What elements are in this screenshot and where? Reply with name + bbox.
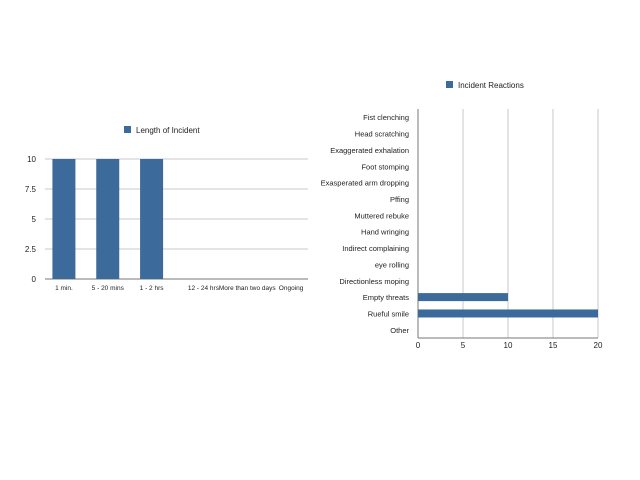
left-y-tick-label: 7.5 — [25, 185, 37, 194]
right-x-tick-label: 5 — [461, 341, 466, 350]
incident-reactions-chart: Incident Reactions Fist clenching Head sc… — [321, 81, 603, 350]
right-y-tick-label: Fist clenching — [363, 113, 409, 122]
left-y-tick-label: 10 — [27, 155, 36, 164]
right-y-tick-label: Directionless moping — [339, 277, 409, 286]
right-y-tick-label: Exasperated arm dropping — [321, 179, 409, 188]
right-y-tick-label: Pffing — [390, 195, 409, 204]
left-x-tick-label: 5 - 20 mins — [92, 285, 125, 292]
left-legend-label: Length of Incident — [136, 126, 200, 135]
left-legend-swatch — [124, 126, 131, 133]
left-y-tick-label: 2.5 — [25, 245, 37, 254]
right-y-tick-label: Hand wringing — [361, 228, 409, 237]
left-bar — [140, 159, 164, 279]
right-y-tick-label: Muttered rebuke — [354, 211, 409, 220]
left-x-tick-label: 1 - 2 hrs — [140, 285, 165, 292]
right-y-tick-label: eye rolling — [375, 260, 409, 269]
right-x-tick-label: 10 — [504, 341, 513, 350]
right-y-tick-label: Other — [390, 326, 409, 335]
left-x-tick-label: Ongoing — [279, 285, 304, 292]
right-bar — [418, 293, 508, 302]
left-bar — [96, 159, 120, 279]
right-legend-label: Incident Reactions — [458, 81, 524, 90]
left-x-tick-label: 12 - 24 hrs — [188, 285, 220, 292]
right-y-tick-label: Exaggerated exhalation — [330, 146, 409, 155]
left-y-tick-label: 5 — [32, 215, 37, 224]
left-bar — [52, 159, 76, 279]
right-legend-swatch — [446, 81, 453, 88]
left-x-tick-label: 1 min. — [55, 285, 73, 292]
right-y-tick-label: Indirect complaining — [342, 244, 409, 253]
left-x-tick-label: More than two days — [219, 285, 276, 292]
length-of-incident-chart: Length of Incident 0 2.5 5 7.5 10 1 min. 5 - … — [25, 126, 308, 292]
right-y-tick-label: Head scratching — [355, 130, 409, 139]
right-y-tick-label: Empty threats — [363, 293, 410, 302]
right-y-tick-label: Rueful smile — [368, 309, 409, 318]
right-x-tick-label: 20 — [594, 341, 603, 350]
right-x-tick-label: 0 — [416, 341, 421, 350]
right-x-tick-label: 15 — [549, 341, 558, 350]
left-y-tick-label: 0 — [32, 275, 37, 284]
right-y-tick-label: Foot stomping — [361, 162, 409, 171]
right-bar — [418, 309, 598, 318]
